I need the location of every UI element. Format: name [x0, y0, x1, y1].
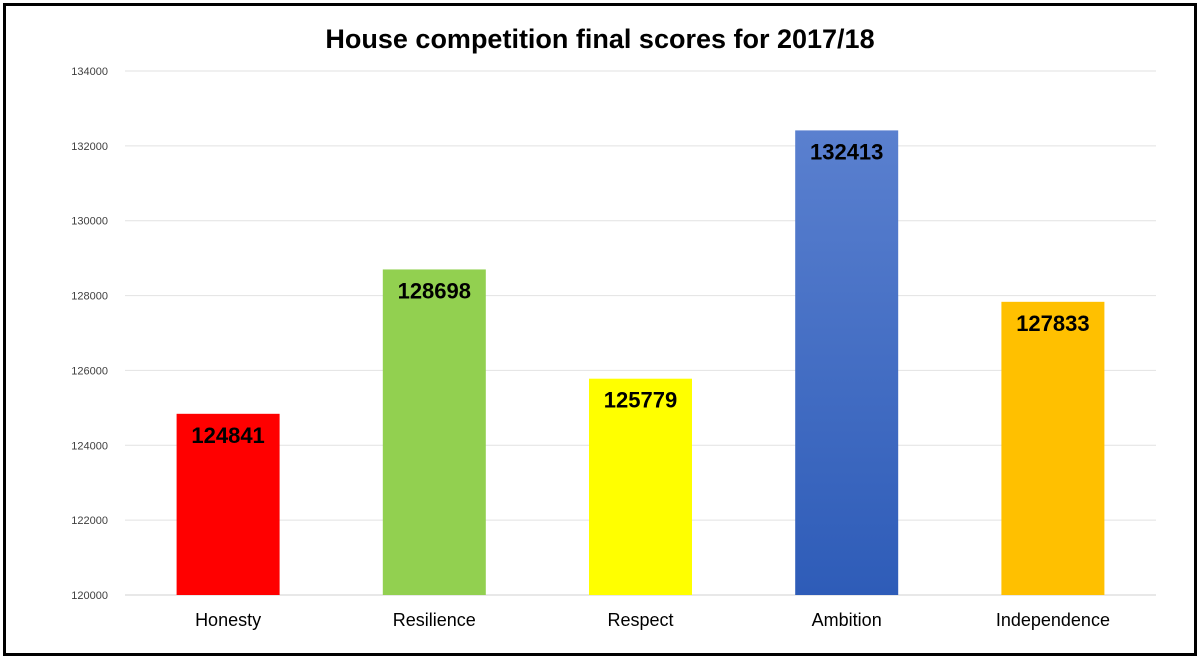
data-labels: 124841 128698 125779 132413 127833: [191, 139, 1089, 447]
category-label: Honesty: [195, 610, 261, 630]
y-tick-label: 132000: [71, 141, 108, 153]
data-label: 127833: [1016, 311, 1089, 336]
y-axis-tick-labels: 120000 122000 124000 126000 128000 130000 1320…: [71, 66, 108, 602]
x-axis-category-labels: Honesty Resilience Respect Ambition Independ…: [195, 610, 1110, 630]
data-label: 124841: [191, 423, 264, 448]
data-label: 132413: [810, 139, 883, 164]
y-tick-label: 126000: [71, 365, 108, 377]
bar: [382, 269, 486, 595]
bar: [589, 378, 692, 595]
bar: [795, 130, 899, 595]
y-tick-label: 130000: [71, 216, 108, 228]
bar: [1001, 301, 1105, 595]
category-label: Resilience: [393, 610, 476, 630]
category-label: Respect: [607, 610, 673, 630]
category-label: Ambition: [812, 610, 882, 630]
bar-chart: 120000 122000 124000 126000 128000 130000 1320…: [71, 66, 1156, 630]
data-label: 125779: [604, 388, 677, 413]
data-label: 128698: [398, 278, 471, 303]
y-tick-label: 134000: [71, 66, 108, 78]
category-label: Independence: [996, 610, 1110, 630]
chart-frame: House competition final scores for 2017/…: [3, 3, 1197, 656]
chart-title: House competition final scores for 2017/…: [325, 24, 875, 54]
bar: [176, 413, 280, 595]
y-tick-label: 128000: [71, 291, 108, 303]
y-tick-label: 122000: [71, 515, 108, 527]
y-tick-label: 124000: [71, 440, 108, 452]
y-tick-label: 120000: [71, 590, 108, 602]
bars: [176, 130, 1105, 595]
